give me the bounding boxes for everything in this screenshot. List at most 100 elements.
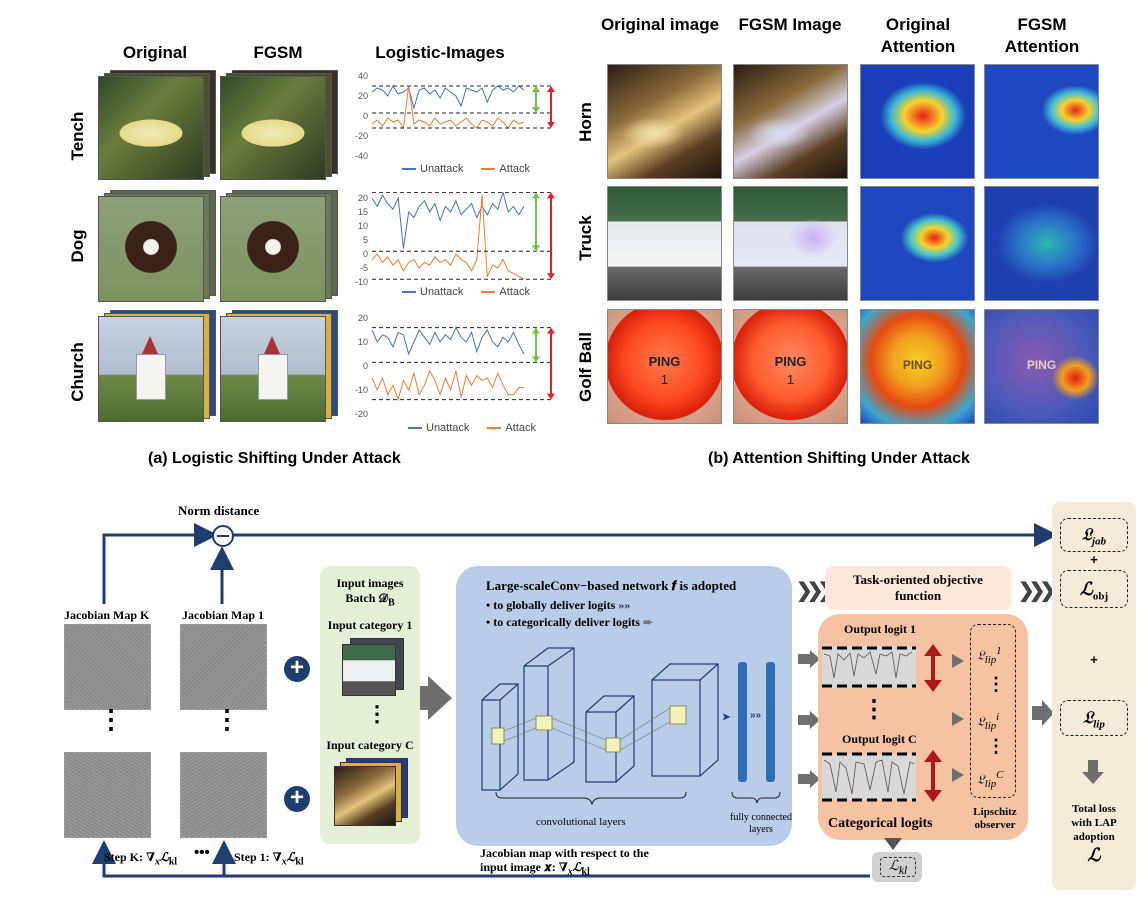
- norm-distance-label: Norm distance: [178, 503, 260, 518]
- col-header-fgsm-attention: FGSM Attention: [1004, 15, 1080, 56]
- tench-fgsm-image-stack: [220, 68, 340, 180]
- output-logit-c-plot: [822, 752, 916, 802]
- input-to-network-arrow: [428, 676, 452, 720]
- minus-operator-icon: [212, 525, 234, 547]
- network-bullet-categorical: • to categorically deliver logits ➨: [486, 615, 653, 629]
- green-range-arrow: [532, 192, 540, 252]
- golf-ping-text: PING: [648, 354, 681, 369]
- steps-ellipsis: •••: [194, 844, 210, 861]
- horn-original-attention: [860, 64, 975, 179]
- plus-circle-icon: +: [284, 786, 310, 812]
- input-category-1-image-stack: [342, 638, 404, 696]
- horn-fgsm-attention: [984, 64, 1099, 179]
- tench-original-image-stack: [98, 68, 218, 180]
- categorical-logits-label: Categorical logits: [828, 816, 933, 831]
- input-category-c-label: Input category C: [326, 738, 414, 752]
- plus-sign: +: [1090, 652, 1098, 667]
- categorical-logits-panel: Output logit 1 ⋮ Output logit C Categori…: [818, 614, 1028, 840]
- arrow-right-icon: [952, 712, 964, 726]
- golf-original-attention: PING: [860, 309, 975, 424]
- green-range-arrow: [532, 86, 540, 113]
- axis-tick-label: -20: [355, 409, 368, 419]
- legend-attack: Attack: [499, 163, 530, 175]
- step-1-label: Step 1: ∇xℒkl: [234, 850, 304, 868]
- input-images-panel: Input images Batch 𝒟B Input category 1 ⋮…: [320, 566, 420, 844]
- church-logit-chart: 20 10 0 -10 -20: [355, 313, 555, 419]
- series-attack-line: [371, 369, 524, 402]
- col-header-fgsm: FGSM: [253, 43, 303, 62]
- truck-original-attention: [860, 186, 975, 301]
- series-attack-line: [371, 195, 525, 280]
- axis-tick-label: 40: [358, 71, 368, 81]
- arrow-shaft: [798, 654, 810, 664]
- lip-term-1: 𝔏lip1: [977, 645, 1002, 666]
- row-label-dog: Dog: [68, 229, 87, 263]
- arrow-shaft: [1088, 760, 1098, 772]
- caption-b: (b) Attention Shifting Under Attack: [708, 450, 970, 467]
- axis-tick-label: 5: [363, 235, 368, 245]
- arrow-right-icon: [952, 654, 964, 668]
- series-attack-line: [371, 85, 525, 130]
- axis-tick-label: 0: [363, 111, 368, 121]
- jacobian-map-1-label: Jacobian Map 1: [182, 608, 265, 622]
- axis-tick-label: -20: [355, 131, 368, 141]
- logit-c-range-arrow: [924, 750, 942, 802]
- network-panel: Large-scaleConv−based network 𝒇 is adopt…: [456, 566, 792, 846]
- loss-jab-term: 𝔏jab: [1060, 518, 1128, 552]
- logit-1-range-arrow: [924, 644, 942, 692]
- loss-column-panel: 𝔏jab + ℒobj + 𝔏lip Total loss with LAP a…: [1052, 502, 1136, 890]
- svg-text:➤: ➤: [722, 712, 731, 723]
- batch-label: Batch 𝒟B: [345, 591, 395, 609]
- loss-obj-term: ℒobj: [1060, 570, 1128, 608]
- output-logit-c-label: Output logit C: [842, 732, 917, 746]
- series-unattack-line: [371, 192, 525, 249]
- truck-fgsm-image: [733, 186, 848, 301]
- loss-lip-term: 𝔏lip: [1060, 700, 1128, 736]
- network-bullet-global: • to globally deliver logits »»: [486, 598, 631, 612]
- lip-term-i: 𝔏lipi: [977, 711, 1000, 732]
- fc-layers-label: fully connected layers: [730, 812, 792, 835]
- lip-vdots: ⋮: [987, 674, 1005, 694]
- arrow-down-icon: [884, 838, 902, 850]
- legend-unattack: Unattack: [426, 422, 470, 434]
- jacobian-map-k-bottom: [64, 752, 151, 838]
- col-header-original: Original: [122, 43, 188, 62]
- dog-original-image-stack: [98, 190, 218, 302]
- tench-legend: Unattack Attack: [402, 163, 530, 175]
- arrow-down-icon: [1082, 772, 1104, 784]
- golf-fgsm-image: PING 1: [733, 309, 848, 424]
- lip-vdots: ⋮: [987, 736, 1005, 756]
- axis-tick-label: 20: [358, 193, 368, 203]
- jacobian-note-line-2: input image 𝒙: ∇xℒkl: [480, 860, 590, 878]
- total-loss-label: Total loss with LAP adoption ℒ: [1071, 803, 1117, 865]
- jacobian-map-1-bottom: [180, 752, 267, 838]
- lipschitz-observer-box: 𝔏lip1 ⋮ 𝔏lipi ⋮ 𝔏lipC: [970, 624, 1016, 798]
- chevron-right-icon: ❯❯❯: [796, 580, 834, 602]
- golf-ping-text: PING: [774, 354, 807, 369]
- truck-fgsm-attention: [984, 186, 1099, 301]
- lipschitz-observer-label: Lipschitz observer: [973, 806, 1017, 831]
- col-header-original-image: Original image: [600, 15, 720, 34]
- horn-original-image: [607, 64, 722, 179]
- chevron-right-icon: ❯❯❯: [1018, 580, 1056, 602]
- truck-original-image: [607, 186, 722, 301]
- jacobian-map-1-top: [180, 624, 267, 710]
- caption-a: (a) Logistic Shifting Under Attack: [148, 450, 401, 467]
- horn-fgsm-image: [733, 64, 848, 179]
- legend-unattack: Unattack: [420, 163, 464, 175]
- jacobian-k-to-norm-line: [102, 523, 218, 604]
- arrow-right-icon: [952, 768, 964, 782]
- arrow-shaft: [1032, 706, 1042, 720]
- tench-logit-chart: 40 20 0 -20 -40: [355, 71, 555, 161]
- axis-tick-label: 20: [358, 91, 368, 101]
- input-category-1-label: Input category 1: [327, 618, 413, 632]
- red-range-arrow: [547, 192, 555, 280]
- golf-number-text: 1: [660, 372, 669, 387]
- legend-unattack: Unattack: [420, 286, 464, 298]
- loss-kl-box: ℒkl: [872, 852, 922, 882]
- row-label-horn: Horn: [576, 102, 595, 142]
- axis-tick-label: -10: [355, 277, 368, 287]
- series-unattack-line: [371, 326, 525, 356]
- axis-tick-label: 0: [363, 361, 368, 371]
- input-to-network-arrow-shaft: [420, 686, 430, 710]
